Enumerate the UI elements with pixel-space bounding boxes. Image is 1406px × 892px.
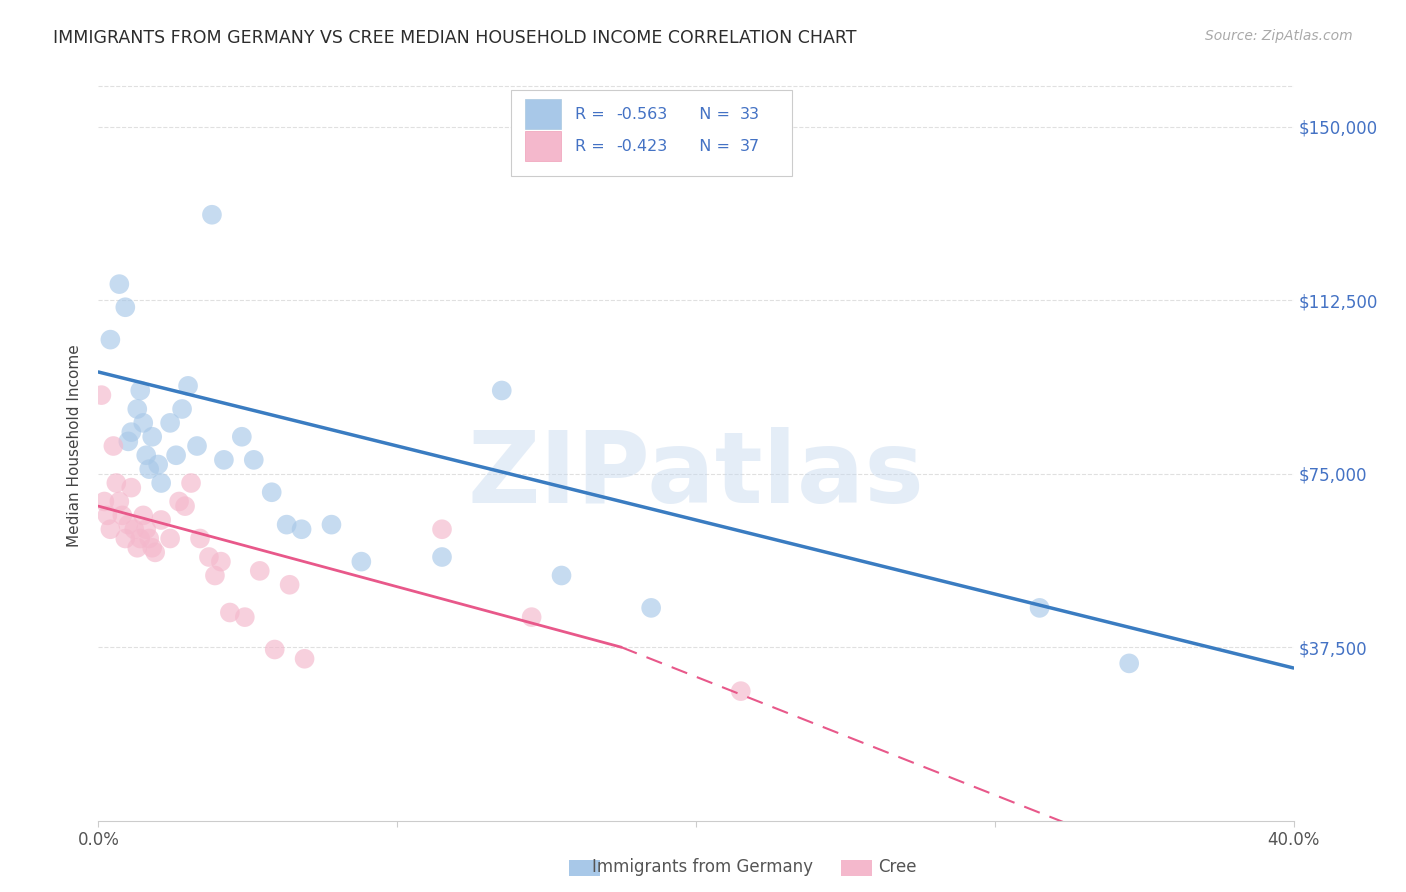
Point [138, 462, 160, 476]
Text: Immigrants from Germany: Immigrants from Germany [592, 858, 814, 876]
Point [1118, 657, 1140, 671]
Point [98, 522, 122, 536]
Text: N =: N = [689, 139, 735, 153]
Point [108, 494, 131, 508]
Point [93, 494, 115, 508]
Point [150, 513, 173, 527]
Point [243, 453, 266, 467]
Point [174, 499, 197, 513]
Point [177, 379, 200, 393]
Point [165, 448, 187, 462]
FancyBboxPatch shape [510, 90, 792, 177]
Point [141, 541, 163, 555]
Point [117, 517, 139, 532]
Point [1028, 600, 1050, 615]
Point [150, 475, 173, 490]
Point [276, 517, 298, 532]
Text: ZIPatlas: ZIPatlas [468, 427, 924, 524]
Point [294, 652, 316, 666]
Point [127, 541, 149, 555]
Point [186, 439, 208, 453]
Point [120, 425, 142, 439]
Point [278, 578, 301, 592]
Point [105, 475, 128, 490]
Point [159, 532, 181, 546]
Point [730, 684, 752, 698]
Text: N =: N = [689, 106, 735, 121]
Point [188, 532, 211, 546]
Point [90, 388, 112, 402]
Point [231, 430, 253, 444]
Point [204, 568, 226, 582]
Point [430, 522, 453, 536]
Text: Source: ZipAtlas.com: Source: ZipAtlas.com [1205, 29, 1353, 43]
Point [141, 430, 163, 444]
Point [201, 208, 224, 222]
Point [143, 545, 166, 559]
Point [129, 532, 152, 546]
Point [291, 522, 314, 536]
Point [491, 384, 513, 398]
Point [98, 333, 122, 347]
FancyBboxPatch shape [524, 99, 561, 129]
Point [233, 610, 256, 624]
Point [111, 508, 134, 523]
Point [249, 564, 271, 578]
Point [124, 522, 146, 536]
Point [120, 481, 142, 495]
Y-axis label: Median Household Income: Median Household Income [67, 344, 83, 548]
Point [180, 475, 202, 490]
Point [117, 434, 139, 449]
Point [209, 555, 232, 569]
Point [96, 508, 118, 523]
Point [430, 549, 453, 564]
Point [114, 532, 136, 546]
Point [138, 532, 160, 546]
Point [114, 300, 136, 314]
Point [135, 522, 157, 536]
Point [212, 453, 235, 467]
Text: Cree: Cree [877, 858, 917, 876]
Point [159, 416, 181, 430]
Point [350, 555, 373, 569]
Text: R =: R = [575, 139, 610, 153]
Point [108, 277, 131, 292]
Point [219, 606, 242, 620]
Point [132, 416, 155, 430]
Point [321, 517, 343, 532]
Point [167, 494, 190, 508]
Text: -0.563: -0.563 [616, 106, 668, 121]
Point [103, 439, 125, 453]
Point [260, 485, 283, 500]
Point [198, 549, 221, 564]
Text: -0.423: -0.423 [616, 139, 668, 153]
Point [148, 458, 170, 472]
Point [135, 448, 157, 462]
Text: 33: 33 [740, 106, 761, 121]
Point [127, 402, 149, 417]
Text: 37: 37 [740, 139, 761, 153]
Point [172, 402, 194, 417]
Text: R =: R = [575, 106, 610, 121]
Point [132, 508, 155, 523]
Point [263, 642, 285, 657]
FancyBboxPatch shape [524, 131, 561, 161]
Point [129, 384, 152, 398]
Point [640, 600, 662, 615]
Point [520, 610, 543, 624]
Point [550, 568, 572, 582]
Text: IMMIGRANTS FROM GERMANY VS CREE MEDIAN HOUSEHOLD INCOME CORRELATION CHART: IMMIGRANTS FROM GERMANY VS CREE MEDIAN H… [53, 29, 856, 46]
